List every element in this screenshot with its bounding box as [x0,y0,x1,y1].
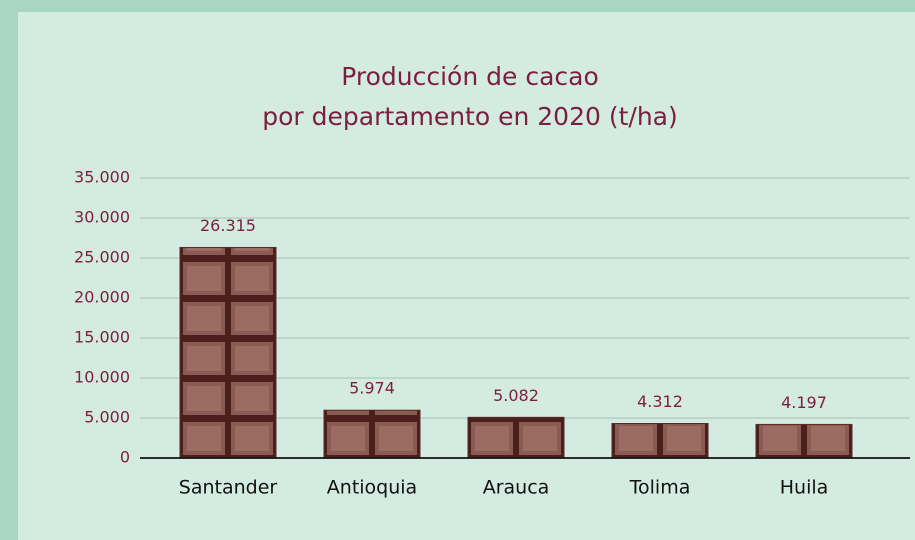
value-label: 5.082 [493,386,539,405]
value-label: 4.197 [781,393,827,412]
x-tick-label: Arauca [483,477,550,499]
y-tick-label: 25.000 [74,248,130,267]
bar [180,247,276,458]
y-tick-label: 10.000 [74,368,130,387]
bar [756,424,852,458]
value-label: 26.315 [200,216,256,235]
chart-title: por departamento en 2020 (t/ha) [262,102,678,131]
y-tick-label: 15.000 [74,328,130,347]
bar [468,417,564,458]
y-tick-label: 35.000 [74,168,130,187]
y-tick-label: 0 [120,448,130,467]
chart-title: Producción de cacao [341,62,599,91]
y-tick-label: 5.000 [84,408,130,427]
y-tick-label: 20.000 [74,288,130,307]
x-tick-label: Antioquia [327,477,417,499]
chart: Producción de cacao por departamento en … [0,0,915,540]
value-label: 5.974 [349,379,395,398]
x-tick-label: Huila [780,477,829,499]
y-tick-label: 30.000 [74,208,130,227]
x-tick-label: Santander [179,477,278,499]
value-label: 4.312 [637,392,683,411]
x-tick-label: Tolima [629,477,691,499]
bar [612,424,708,458]
bar [324,410,420,458]
panel [18,12,915,540]
